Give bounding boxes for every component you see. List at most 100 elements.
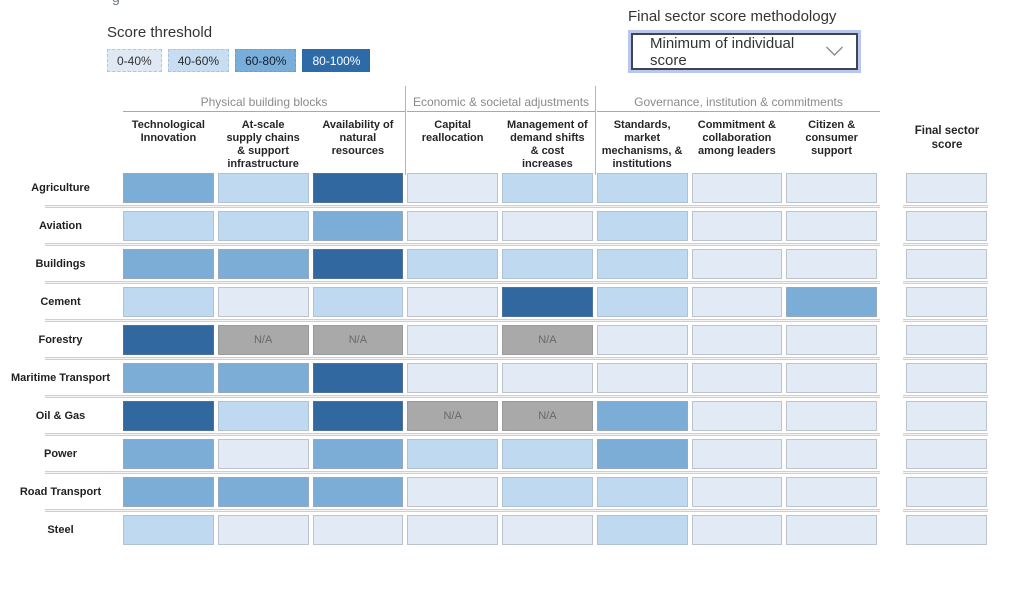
score-cell[interactable]: N/A: [407, 401, 498, 431]
score-cell[interactable]: [123, 211, 214, 241]
score-cell[interactable]: [123, 173, 214, 203]
score-cell[interactable]: [691, 211, 783, 241]
score-cell[interactable]: [691, 249, 783, 279]
score-cell[interactable]: [123, 325, 214, 355]
score-cell[interactable]: [123, 477, 214, 507]
score-cell[interactable]: [786, 211, 877, 241]
final-score-cell[interactable]: [906, 401, 987, 431]
score-cell[interactable]: [596, 363, 688, 393]
score-cell[interactable]: [312, 363, 404, 393]
score-cell[interactable]: [691, 173, 783, 203]
score-cell[interactable]: [312, 249, 404, 279]
score-cell[interactable]: [217, 287, 309, 317]
score-cell[interactable]: [502, 173, 593, 203]
score-cell[interactable]: [502, 211, 593, 241]
score-cell[interactable]: [596, 287, 688, 317]
score-cell[interactable]: N/A: [217, 325, 309, 355]
score-cell[interactable]: [691, 515, 783, 545]
score-cell[interactable]: [123, 287, 214, 317]
score-cell[interactable]: [786, 249, 877, 279]
final-score-cell[interactable]: [906, 439, 987, 469]
score-cell[interactable]: [407, 287, 498, 317]
legend-button-0-40-[interactable]: 0-40%: [107, 49, 162, 72]
row-label: Maritime Transport: [10, 372, 111, 384]
column-header: Availability of natural resources: [322, 119, 394, 157]
score-cell[interactable]: [691, 401, 783, 431]
score-cell[interactable]: [691, 477, 783, 507]
score-cell[interactable]: [502, 287, 593, 317]
score-cell[interactable]: [786, 363, 877, 393]
final-score-cell[interactable]: [906, 173, 987, 203]
score-cell[interactable]: [312, 287, 404, 317]
score-cell[interactable]: [596, 211, 688, 241]
score-cell[interactable]: [217, 401, 309, 431]
score-cell[interactable]: [502, 439, 593, 469]
score-cell[interactable]: [596, 325, 688, 355]
score-cell[interactable]: [217, 515, 309, 545]
score-cell[interactable]: [596, 439, 688, 469]
score-cell[interactable]: [502, 363, 593, 393]
score-cell[interactable]: [596, 515, 688, 545]
score-cell[interactable]: [217, 173, 309, 203]
score-cell[interactable]: [786, 439, 877, 469]
score-cell[interactable]: [502, 477, 593, 507]
score-cell[interactable]: [312, 477, 404, 507]
score-cell[interactable]: [786, 515, 877, 545]
score-cell[interactable]: [691, 439, 783, 469]
score-cell[interactable]: [217, 211, 309, 241]
score-cell[interactable]: [312, 515, 404, 545]
score-cell[interactable]: [786, 401, 877, 431]
score-cell[interactable]: [596, 477, 688, 507]
methodology-dropdown[interactable]: Minimum of individual score: [631, 33, 858, 70]
score-cell[interactable]: [123, 401, 214, 431]
score-cell[interactable]: [502, 249, 593, 279]
score-cell[interactable]: [217, 363, 309, 393]
score-cell[interactable]: N/A: [502, 401, 593, 431]
score-cell[interactable]: [407, 211, 498, 241]
score-cell[interactable]: [407, 477, 498, 507]
score-cell[interactable]: [407, 173, 498, 203]
final-score-cell[interactable]: [906, 515, 987, 545]
legend-button-40-60-[interactable]: 40-60%: [167, 49, 230, 72]
score-cell[interactable]: [786, 325, 877, 355]
final-score-cell[interactable]: [906, 325, 987, 355]
final-score-cell[interactable]: [906, 477, 987, 507]
row-label: Oil & Gas: [35, 410, 86, 422]
score-cell[interactable]: [596, 249, 688, 279]
score-cell[interactable]: [691, 363, 783, 393]
final-score-cell[interactable]: [906, 211, 987, 241]
score-cell[interactable]: [691, 287, 783, 317]
score-cell[interactable]: [786, 287, 877, 317]
legend-button-60-80-[interactable]: 60-80%: [235, 49, 297, 72]
score-cell[interactable]: [217, 477, 309, 507]
score-cell[interactable]: [786, 173, 877, 203]
score-cell[interactable]: [312, 439, 404, 469]
score-cell[interactable]: [407, 249, 498, 279]
score-cell[interactable]: N/A: [312, 325, 404, 355]
score-cell[interactable]: [123, 515, 214, 545]
column-header: Standards, market mechanisms, & institut…: [601, 119, 683, 170]
column-header: Capital reallocation: [421, 119, 484, 144]
score-cell[interactable]: N/A: [502, 325, 593, 355]
score-cell[interactable]: [123, 439, 214, 469]
score-cell[interactable]: [407, 325, 498, 355]
score-cell[interactable]: [312, 401, 404, 431]
final-score-cell[interactable]: [906, 287, 987, 317]
score-cell[interactable]: [407, 439, 498, 469]
score-cell[interactable]: [312, 211, 404, 241]
score-cell[interactable]: [786, 477, 877, 507]
score-cell[interactable]: [407, 515, 498, 545]
score-cell[interactable]: [502, 515, 593, 545]
score-cell[interactable]: [596, 401, 688, 431]
score-cell[interactable]: [691, 325, 783, 355]
final-score-cell[interactable]: [906, 363, 987, 393]
legend-button-80-100-[interactable]: 80-100%: [302, 49, 371, 72]
score-cell[interactable]: [407, 363, 498, 393]
score-cell[interactable]: [596, 173, 688, 203]
score-cell[interactable]: [312, 173, 404, 203]
score-cell[interactable]: [217, 439, 309, 469]
score-cell[interactable]: [123, 363, 214, 393]
score-cell[interactable]: [123, 249, 214, 279]
score-cell[interactable]: [217, 249, 309, 279]
final-score-cell[interactable]: [906, 249, 987, 279]
